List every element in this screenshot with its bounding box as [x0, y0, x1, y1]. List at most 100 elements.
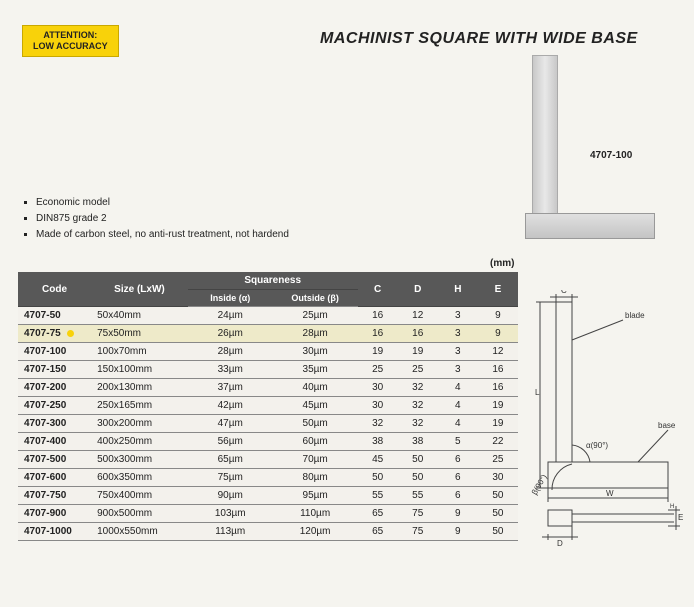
table-cell: 1000x550mm: [91, 523, 188, 541]
table-cell: 110µm: [273, 505, 358, 523]
table-cell: 16: [478, 379, 518, 397]
label-blade: blade: [625, 311, 645, 320]
table-cell: 19: [478, 397, 518, 415]
table-cell: 100x70mm: [91, 343, 188, 361]
table-cell: 9: [438, 505, 478, 523]
table-row: 4707-500500x300mm65µm70µm4550625: [18, 451, 518, 469]
table-cell: 120µm: [273, 523, 358, 541]
page-title: MACHINIST SQUARE WITH WIDE BASE: [320, 30, 638, 48]
table-cell: 113µm: [188, 523, 273, 541]
table-row: 4707-300300x200mm47µm50µm3232419: [18, 415, 518, 433]
table-cell: 6: [438, 487, 478, 505]
label-base: base: [658, 421, 676, 430]
dimension-diagram: C blade base α(90°) β(90°) W L D E H: [528, 290, 683, 560]
table-cell: 103µm: [188, 505, 273, 523]
table-cell: 4707-400: [18, 433, 91, 451]
table-cell: 60µm: [273, 433, 358, 451]
table-cell: 300x200mm: [91, 415, 188, 433]
th-d: D: [398, 272, 438, 307]
table-cell: 33µm: [188, 361, 273, 379]
attention-badge: ATTENTION: LOW ACCURACY: [22, 25, 119, 57]
table-cell: 30: [478, 469, 518, 487]
table-cell: 38: [358, 433, 398, 451]
table-cell: 9: [478, 307, 518, 325]
label-beta: β(90°): [530, 473, 549, 497]
table-cell: 6: [438, 469, 478, 487]
table-cell: 4707-75: [18, 325, 91, 343]
th-c: C: [358, 272, 398, 307]
table-cell: 25: [358, 361, 398, 379]
dim-c: C: [561, 290, 567, 295]
table-cell: 25µm: [273, 307, 358, 325]
table-cell: 900x500mm: [91, 505, 188, 523]
table-cell: 12: [478, 343, 518, 361]
th-code: Code: [18, 272, 91, 307]
th-h: H: [438, 272, 478, 307]
dim-l: L: [535, 388, 540, 397]
table-row: 4707-750750x400mm90µm95µm5555650: [18, 487, 518, 505]
dim-h: H: [670, 504, 674, 510]
table-cell: 4707-50: [18, 307, 91, 325]
table-cell: 3: [438, 343, 478, 361]
table-cell: 32: [358, 415, 398, 433]
table-cell: 65µm: [188, 451, 273, 469]
table-cell: 30: [358, 397, 398, 415]
table-cell: 50: [358, 469, 398, 487]
table-cell: 50µm: [273, 415, 358, 433]
table-cell: 4707-600: [18, 469, 91, 487]
table-cell: 22: [478, 433, 518, 451]
table-row: 4707-600600x350mm75µm80µm5050630: [18, 469, 518, 487]
table-row: 4707-75 75x50mm26µm28µm161639: [18, 325, 518, 343]
table-cell: 50x40mm: [91, 307, 188, 325]
label-alpha: α(90°): [586, 441, 608, 450]
table-row: 4707-150150x100mm33µm35µm2525316: [18, 361, 518, 379]
table-cell: 4707-1000: [18, 523, 91, 541]
table-cell: 250x165mm: [91, 397, 188, 415]
table-cell: 4707-150: [18, 361, 91, 379]
table-cell: 4707-100: [18, 343, 91, 361]
table-cell: 3: [438, 361, 478, 379]
table-cell: 37µm: [188, 379, 273, 397]
table-cell: 65: [358, 505, 398, 523]
table-cell: 75x50mm: [91, 325, 188, 343]
table-cell: 32: [398, 379, 438, 397]
table-cell: 16: [478, 361, 518, 379]
table-row: 4707-900900x500mm103µm110µm6575950: [18, 505, 518, 523]
table-cell: 4: [438, 379, 478, 397]
table-cell: 9: [478, 325, 518, 343]
product-label: 4707-100: [590, 150, 632, 161]
table-cell: 90µm: [188, 487, 273, 505]
bullet-item: Made of carbon steel, no anti-rust treat…: [36, 227, 289, 243]
table-cell: 4707-200: [18, 379, 91, 397]
table-cell: 12: [398, 307, 438, 325]
th-inside: Inside (α): [188, 290, 273, 307]
table-cell: 32: [398, 397, 438, 415]
table-cell: 26µm: [188, 325, 273, 343]
table-cell: 47µm: [188, 415, 273, 433]
table-row: 4707-200200x130mm37µm40µm3032416: [18, 379, 518, 397]
table-cell: 50: [478, 487, 518, 505]
table-cell: 9: [438, 523, 478, 541]
table-row: 4707-250250x165mm42µm45µm3032419: [18, 397, 518, 415]
table-row: 4707-10001000x550mm113µm120µm6575950: [18, 523, 518, 541]
table-cell: 30: [358, 379, 398, 397]
table-cell: 75: [398, 505, 438, 523]
table-cell: 24µm: [188, 307, 273, 325]
table-cell: 750x400mm: [91, 487, 188, 505]
table-cell: 25: [478, 451, 518, 469]
table-cell: 16: [358, 307, 398, 325]
table-cell: 4707-900: [18, 505, 91, 523]
th-size: Size (LxW): [91, 272, 188, 307]
th-e: E: [478, 272, 518, 307]
dim-w: W: [606, 489, 614, 498]
table-cell: 6: [438, 451, 478, 469]
table-cell: 200x130mm: [91, 379, 188, 397]
table-cell: 50: [398, 451, 438, 469]
table-row: 4707-400400x250mm56µm60µm3838522: [18, 433, 518, 451]
dim-d: D: [557, 539, 563, 548]
table-cell: 32: [398, 415, 438, 433]
table-cell: 70µm: [273, 451, 358, 469]
base-photo: [525, 213, 655, 239]
unit-label: (mm): [490, 258, 514, 269]
table-cell: 45µm: [273, 397, 358, 415]
